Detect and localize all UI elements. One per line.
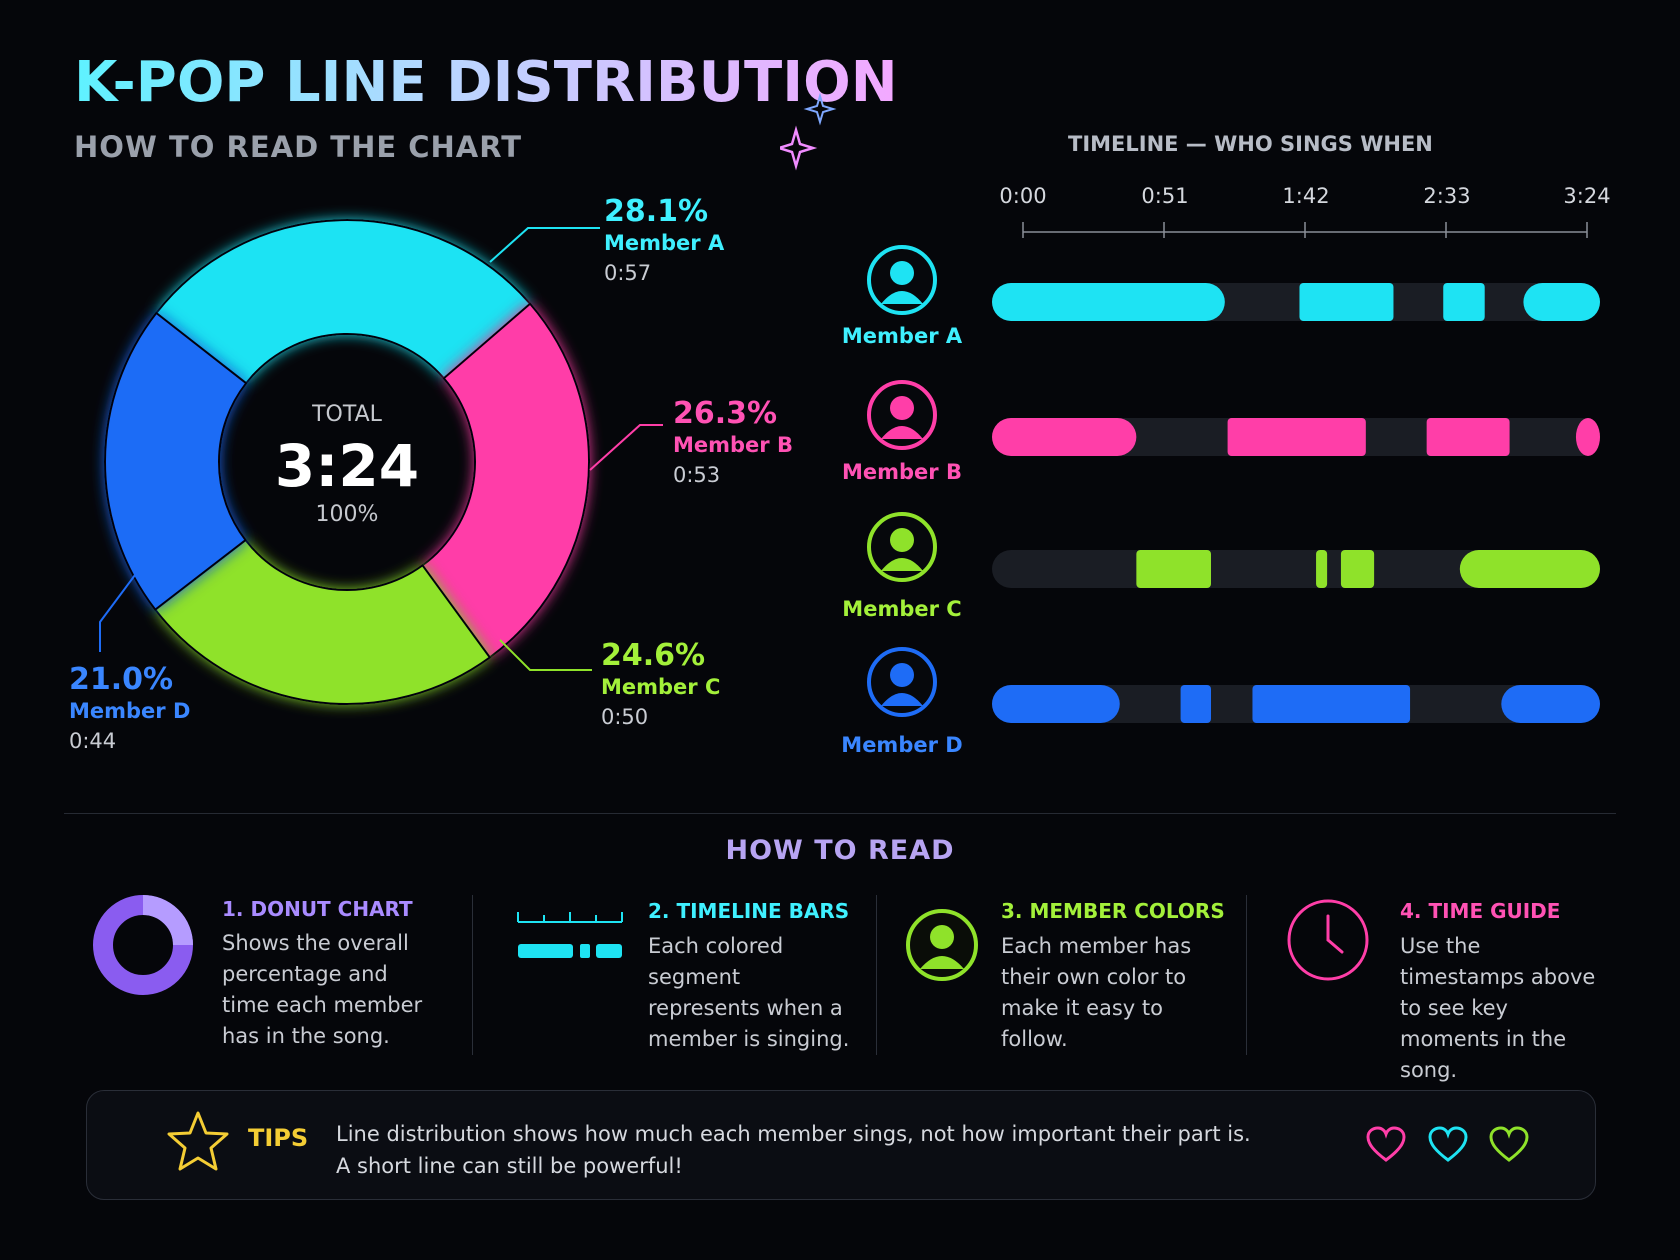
- timeline-segment: [1227, 418, 1366, 456]
- avatar-head: [890, 396, 914, 420]
- how-item-2-heading: 2. TIMELINE BARS: [648, 899, 850, 923]
- avatar-body: [881, 291, 923, 304]
- tips-text: Line distribution shows how much each me…: [336, 1118, 1251, 1182]
- timeline-bars-icon: [517, 912, 623, 958]
- how-item-1-heading: 1. DONUT CHART: [222, 897, 413, 921]
- donut-center-label: TOTAL: [312, 402, 382, 427]
- timeline-segment: [992, 283, 1225, 321]
- timeline-segment: [1459, 550, 1600, 588]
- timeline-segment: [1316, 550, 1328, 588]
- donut-slice-member-c: [153, 538, 492, 705]
- page-subtitle: HOW TO READ THE CHART: [74, 130, 523, 164]
- sparkle-icon: [780, 92, 837, 171]
- donut-chart: [99, 219, 663, 705]
- tips-box: [86, 1090, 1596, 1200]
- timeline-segment: [1501, 685, 1600, 723]
- avatar-body: [881, 558, 923, 571]
- avatar-head: [890, 261, 914, 285]
- heart-icon-green: [1489, 1126, 1529, 1162]
- star-icon: [167, 1111, 229, 1171]
- donut-category-label: Member B: [673, 433, 793, 457]
- how-item-1-body: Shows the overall percentage and time ea…: [222, 931, 423, 1048]
- donut-value-label: 21.0%: [69, 662, 174, 697]
- donut-time-label: 0:53: [673, 463, 721, 487]
- donut-label-member-b: 26.3% Member B 0:53: [673, 396, 793, 487]
- donut-time-label: 0:57: [604, 261, 652, 285]
- timeline-member-label-b: Member B: [842, 460, 962, 484]
- timeline-segment: [1523, 283, 1600, 321]
- heart-icon-pink: [1366, 1126, 1406, 1162]
- donut-center-value: 3:24: [274, 432, 420, 500]
- avatar-body: [881, 426, 923, 439]
- donut-center-percent: 100%: [315, 502, 379, 527]
- donut-label-member-a: 28.1% Member A 0:57: [604, 194, 724, 285]
- timeline-segment: [1426, 418, 1510, 456]
- donut-leader-line: [489, 227, 600, 263]
- section-divider: [64, 813, 1616, 814]
- donut-category-label: Member C: [601, 675, 721, 699]
- timeline-segment: [1299, 283, 1394, 321]
- timeline-segment: [1443, 283, 1485, 321]
- timeline-member-label-a: Member A: [841, 324, 963, 348]
- donut-category-label: Member A: [604, 231, 725, 255]
- timeline-tick-label: 1:42: [1282, 184, 1330, 208]
- donut-slice-member-b: [421, 302, 590, 659]
- column-divider: [472, 895, 473, 1055]
- donut-slice-member-d: [104, 311, 248, 612]
- column-divider: [876, 895, 877, 1055]
- how-to-read-title: HOW TO READ: [725, 835, 955, 866]
- avatar-body: [881, 693, 923, 706]
- timeline-tick-label: 2:33: [1423, 184, 1471, 208]
- donut-leader-line: [589, 424, 663, 471]
- timeline-segment: [1136, 550, 1211, 588]
- timeline-member-label-c: Member C: [842, 597, 962, 621]
- timeline-segment: [992, 685, 1120, 723]
- donut-leader-line: [99, 574, 136, 652]
- heart-icon-cyan: [1428, 1126, 1468, 1162]
- timeline-tick-label: 0:00: [999, 184, 1047, 208]
- donut-value-label: 24.6%: [601, 638, 706, 673]
- column-divider: [1246, 895, 1247, 1055]
- timeline-segment: [1252, 685, 1411, 723]
- timeline-segment: [992, 418, 1137, 456]
- how-item-2-body: Each colored segment represents when a m…: [648, 934, 850, 1051]
- donut-leader-line: [499, 639, 592, 671]
- donut-value-label: 26.3%: [673, 396, 778, 431]
- tips-label: TIPS: [248, 1124, 309, 1152]
- donut-icon: [93, 895, 193, 995]
- person-icon: [906, 909, 978, 981]
- tips-line-2: A short line can still be powerful!: [336, 1154, 683, 1178]
- timeline-tick-label: 0:51: [1141, 184, 1189, 208]
- timeline-chart: [867, 222, 1600, 723]
- donut-label-member-d: 21.0% Member D 0:44: [69, 662, 190, 753]
- timeline-segment: [1340, 550, 1375, 588]
- donut-slice-member-a: [154, 219, 532, 385]
- donut-value-label: 28.1%: [604, 194, 709, 229]
- how-item-3-heading: 3. MEMBER COLORS: [1001, 899, 1225, 923]
- donut-label-member-c: 24.6% Member C 0:50: [601, 638, 720, 729]
- donut-time-label: 0:50: [601, 705, 649, 729]
- tips-line-1: Line distribution shows how much each me…: [336, 1122, 1251, 1146]
- donut-category-label: Member D: [69, 699, 191, 723]
- timeline-segment: [1575, 418, 1600, 456]
- clock-icon: [1287, 899, 1369, 981]
- avatar-head: [890, 663, 914, 687]
- timeline-segment: [1180, 685, 1211, 723]
- timeline-axis: [1022, 222, 1588, 238]
- how-item-4-heading: 4. TIME GUIDE: [1400, 899, 1561, 923]
- timeline-tick-label: 3:24: [1563, 184, 1611, 208]
- timeline-title: TIMELINE — WHO SINGS WHEN: [1068, 132, 1433, 156]
- page-title: K-POP LINE DISTRIBUTION: [74, 50, 898, 115]
- how-item-3-body: Each member has their own color to make …: [1001, 934, 1192, 1051]
- avatar-head: [890, 528, 914, 552]
- donut-time-label: 0:44: [69, 729, 117, 753]
- how-item-4-body: Use the timestamps above to see key mome…: [1400, 934, 1596, 1082]
- timeline-member-label-d: Member D: [841, 733, 963, 757]
